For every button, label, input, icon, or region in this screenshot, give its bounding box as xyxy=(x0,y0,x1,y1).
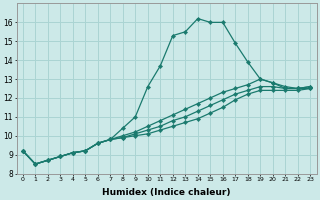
X-axis label: Humidex (Indice chaleur): Humidex (Indice chaleur) xyxy=(102,188,231,197)
